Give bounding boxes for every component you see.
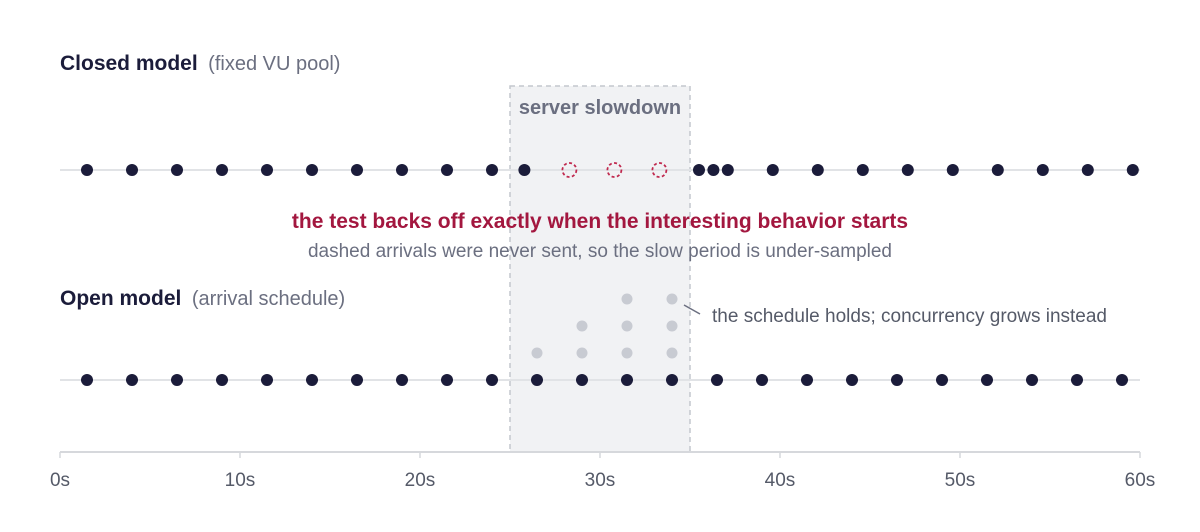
closed-arrival-dot <box>216 164 228 176</box>
axis-tick-label: 10s <box>225 470 256 491</box>
open-arrival-dot <box>261 374 273 386</box>
note-subtitle: dashed arrivals were never sent, so the … <box>308 241 892 262</box>
queued-request-dot <box>666 293 678 305</box>
open-arrival-dot <box>1071 374 1083 386</box>
axis-tick-label: 40s <box>765 470 796 491</box>
closed-arrival-dot <box>991 164 1004 176</box>
open-model-title: Open model <box>60 287 181 310</box>
open-arrival-dot <box>396 374 408 386</box>
open-model-heading: Open model (arrival schedule) <box>60 287 345 310</box>
queued-request-dot <box>666 347 678 359</box>
note-title: the test backs off exactly when the inte… <box>292 210 908 233</box>
axis-tick-label: 20s <box>405 470 436 491</box>
open-arrival-dot <box>891 374 903 386</box>
axis-tick-label: 30s <box>585 470 616 491</box>
closed-arrival-dot <box>721 164 734 176</box>
closed-sent-arrivals <box>81 164 1139 176</box>
axis-tick-label: 60s <box>1125 470 1156 491</box>
closed-arrival-dot <box>81 164 93 176</box>
closed-arrival-dot <box>351 164 363 176</box>
closed-arrival-dot <box>441 164 453 176</box>
open-arrival-dot <box>306 374 318 386</box>
missed-arrival-dot <box>606 162 623 178</box>
server-slowdown-region <box>509 85 691 453</box>
open-arrival-dot <box>171 374 183 386</box>
closed-arrival-dot <box>171 164 183 176</box>
time-axis-ticks: 0s 10s 20s 30s 40s 50s 60s <box>50 452 1155 491</box>
closed-arrival-dot <box>126 164 138 176</box>
queued-request-dot <box>621 347 633 359</box>
closed-arrival-dot <box>811 164 824 176</box>
open-arrival-dot <box>531 374 543 386</box>
open-arrival-dot <box>711 374 723 386</box>
closed-arrival-dot <box>396 164 408 176</box>
closed-arrival-dot <box>306 164 318 176</box>
open-arrival-dot <box>81 374 93 386</box>
closed-model-subtitle: (fixed VU pool) <box>208 53 340 75</box>
closed-model-heading: Closed model (fixed VU pool) <box>60 52 340 75</box>
open-arrivals <box>81 374 1128 386</box>
open-arrival-dot <box>666 374 678 386</box>
closed-arrival-dot <box>1081 164 1094 176</box>
closed-arrival-dot <box>856 164 869 176</box>
queued-request-dot <box>576 347 588 359</box>
open-arrival-dot <box>486 374 498 386</box>
closed-arrival-dot <box>518 164 531 176</box>
concurrency-annotation: the schedule holds; concurrency grows in… <box>712 306 1107 327</box>
missed-arrival-dot <box>651 162 668 178</box>
queued-request-dot <box>576 320 588 332</box>
open-arrival-dot <box>621 374 633 386</box>
closed-arrival-dot <box>261 164 273 176</box>
open-model-subtitle: (arrival schedule) <box>192 288 345 310</box>
queued-request-dot <box>621 320 633 332</box>
axis-tick-label: 0s <box>50 470 70 491</box>
annotation-leader-line <box>683 304 701 315</box>
open-arrival-dot <box>936 374 948 386</box>
open-arrival-dot <box>756 374 768 386</box>
open-arrival-dot <box>351 374 363 386</box>
closed-arrival-dot <box>946 164 959 176</box>
queued-request-dot <box>666 320 678 332</box>
open-arrival-dot <box>216 374 228 386</box>
open-arrival-dot <box>1026 374 1038 386</box>
closed-arrival-dot <box>901 164 914 176</box>
open-arrival-dot <box>576 374 588 386</box>
server-slowdown-label: server slowdown <box>519 97 681 119</box>
closed-arrival-dot <box>766 164 779 176</box>
queued-request-dot <box>621 293 633 305</box>
open-arrival-dot <box>126 374 138 386</box>
open-arrival-dot <box>846 374 858 386</box>
queued-request-dot <box>531 347 543 359</box>
axis-tick-label: 50s <box>945 470 976 491</box>
closed-model-title: Closed model <box>60 52 198 75</box>
open-arrival-dot <box>801 374 813 386</box>
open-arrival-dot <box>1116 374 1128 386</box>
open-arrival-dot <box>441 374 453 386</box>
concurrency-stacks <box>531 293 678 359</box>
open-arrival-dot <box>981 374 993 386</box>
closed-arrival-dot <box>486 164 498 176</box>
closed-missed-arrivals <box>561 162 668 178</box>
closed-arrival-dot <box>1036 164 1049 176</box>
closed-arrival-dot <box>1126 164 1139 176</box>
closed-arrival-dot <box>693 164 705 176</box>
closed-arrival-dot <box>707 164 720 176</box>
missed-arrival-dot <box>561 162 578 178</box>
